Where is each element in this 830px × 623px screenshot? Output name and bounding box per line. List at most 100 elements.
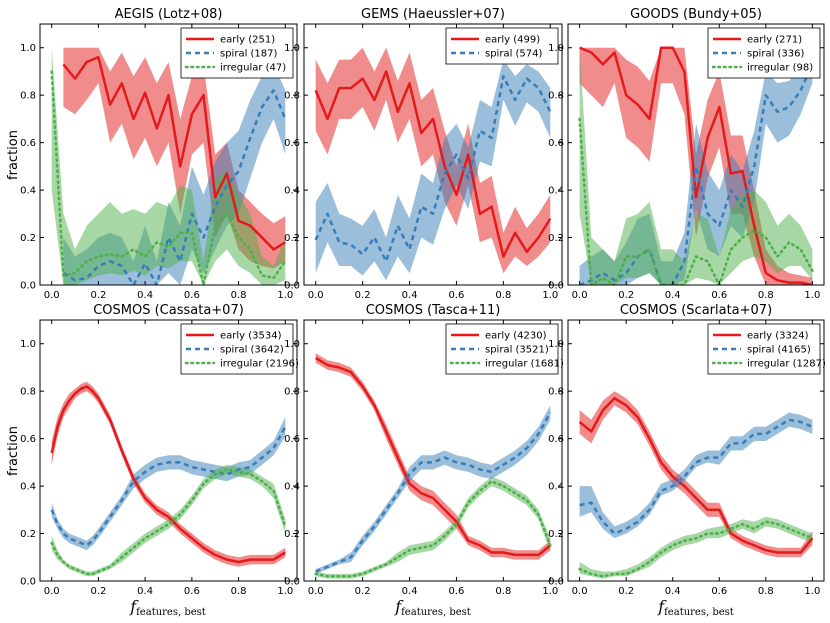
panel-title: COSMOS (Scarlata+07)	[620, 303, 772, 318]
spiral-band	[315, 59, 551, 281]
x-tick-label: 0.2	[355, 290, 371, 301]
spiral-line	[314, 74, 552, 263]
legend-label-spiral: spiral (574)	[485, 49, 543, 60]
x-tick-label: 0.8	[231, 290, 247, 301]
panel-2: 0.0 0.2 0.4 0.6 0.8 1.00.00.20.40.60.81.0GEMS…	[284, 7, 563, 301]
x-tick-label: 0.8	[758, 586, 774, 597]
y-tick-label: 0.0	[20, 577, 36, 588]
x-axis-label-main: f	[129, 597, 139, 616]
panel-title: GEMS (Haeussler+07)	[361, 7, 505, 22]
legend: early (3534) spiral (3642) irregular (2196…	[180, 323, 299, 375]
y-tick-label: 1.0	[548, 43, 564, 54]
x-axis-label-sub: features, best	[136, 607, 206, 618]
x-tick-label: 0.0	[308, 586, 324, 597]
x-tick-label: 0.0	[44, 290, 60, 301]
irregular-line	[578, 520, 814, 578]
y-tick-label: 0.2	[548, 529, 564, 540]
early-line	[50, 385, 286, 564]
spiral-line	[315, 411, 552, 573]
legend: early (4230) spiral (3521) irregular (1681…	[445, 323, 564, 375]
legend-label-spiral: spiral (187)	[220, 49, 278, 60]
irregular-line	[314, 480, 552, 578]
x-tick-label: 0.8	[231, 586, 247, 597]
x-tick-label: 1.0	[804, 290, 820, 301]
x-tick-label: 0.2	[355, 586, 371, 597]
x-axis-label: ffeatures, best	[657, 597, 734, 618]
x-tick-label: 0.8	[495, 586, 511, 597]
legend-label-irregular: irregular (98)	[747, 63, 813, 74]
y-tick-label: 0.6	[548, 138, 564, 149]
y-tick-label: 0.2	[284, 529, 300, 540]
legend-label-early: early (4230)	[485, 331, 547, 342]
axes-frame	[567, 319, 825, 582]
legend-label-spiral: spiral (3521)	[485, 345, 549, 356]
legend-label-irregular: irregular (1287)	[747, 359, 826, 370]
plot-area	[50, 381, 287, 577]
plot-area	[50, 47, 287, 285]
plot-area	[314, 47, 552, 281]
axes-frame	[39, 319, 298, 582]
x-axis-label: ffeatures, best	[129, 597, 206, 618]
panel-6: 0.0 0.2 0.4 0.6 0.8 1.0 0.0 0.2 0.4 0.6 0.8 1.0 COSM…	[548, 303, 826, 597]
y-tick-label: 0.2	[20, 529, 36, 540]
legend-box	[445, 27, 559, 65]
early-line	[315, 356, 552, 557]
legend-label-irregular: irregular (47)	[220, 63, 286, 74]
x-tick-label: 0.6	[449, 290, 465, 301]
x-tick-label: 1.0	[542, 586, 558, 597]
y-tick-label: 1.0	[20, 339, 36, 350]
x-tick-label: 0.4	[137, 586, 153, 597]
irregular-band	[51, 464, 286, 577]
irregular-band	[51, 47, 286, 285]
x-axis-label-sub: features, best	[664, 607, 734, 618]
legend: early (251) spiral (187) irregular (47)	[180, 27, 294, 79]
y-tick-label: 0.6	[20, 138, 36, 149]
y-tick-label: 0.0	[284, 281, 300, 292]
y-axis-label: fraction	[6, 426, 21, 476]
spiral-band	[579, 412, 813, 539]
panel-1: 0.0 0.2 0.4 0.6 0.8 1.00.00.20.40.60.81.0AEGI…	[20, 7, 298, 301]
x-tick-label: 0.4	[665, 586, 681, 597]
panel-title: COSMOS (Cassata+07)	[93, 303, 244, 318]
legend-label-early: early (251)	[220, 35, 275, 46]
early-band	[579, 391, 813, 558]
irregular-band	[579, 516, 813, 579]
y-tick-label: 0.6	[548, 434, 564, 445]
x-tick-label: 1.0	[277, 586, 293, 597]
irregular-line	[578, 117, 814, 285]
x-tick-label: 0.0	[572, 586, 588, 597]
irregular-line	[50, 70, 287, 285]
axes-frame	[567, 23, 825, 286]
legend-label-early: early (3324)	[747, 331, 809, 342]
legend-label-spiral: spiral (4165)	[747, 345, 811, 356]
x-tick-label: 0.6	[711, 586, 727, 597]
y-tick-label: 0.0	[548, 577, 564, 588]
legend-label-irregular: irregular (2196)	[220, 359, 299, 370]
x-tick-label: 0.4	[665, 290, 681, 301]
axes-frame	[303, 23, 563, 286]
y-tick-label: 1.0	[284, 339, 300, 350]
spiral-line	[579, 418, 813, 535]
spiral-line	[62, 89, 287, 285]
legend-label-early: early (3534)	[220, 331, 282, 342]
spiral-band	[51, 417, 286, 551]
y-tick-label: 0.4	[20, 186, 36, 197]
y-tick-label: 0.4	[284, 186, 300, 197]
y-tick-label: 0.4	[284, 482, 300, 493]
plot-area	[578, 46, 814, 285]
x-tick-label: 0.8	[758, 290, 774, 301]
early-band	[315, 47, 551, 274]
x-axis-label-sub: features, best	[401, 607, 471, 618]
y-tick-label: 0.6	[20, 434, 36, 445]
legend-label-spiral: spiral (3642)	[220, 345, 284, 356]
x-tick-label: 0.2	[90, 290, 106, 301]
panel-5: 0.0 0.2 0.4 0.6 0.8 1.00.00.20.40.60.81.0COSM…	[284, 303, 564, 597]
y-tick-label: 0.0	[284, 577, 300, 588]
x-tick-label: 0.6	[449, 586, 465, 597]
early-line	[62, 55, 286, 251]
y-tick-label: 0.4	[20, 482, 36, 493]
x-tick-label: 0.8	[495, 290, 511, 301]
y-tick-label: 0.4	[548, 482, 564, 493]
y-tick-label: 1.0	[20, 43, 36, 54]
